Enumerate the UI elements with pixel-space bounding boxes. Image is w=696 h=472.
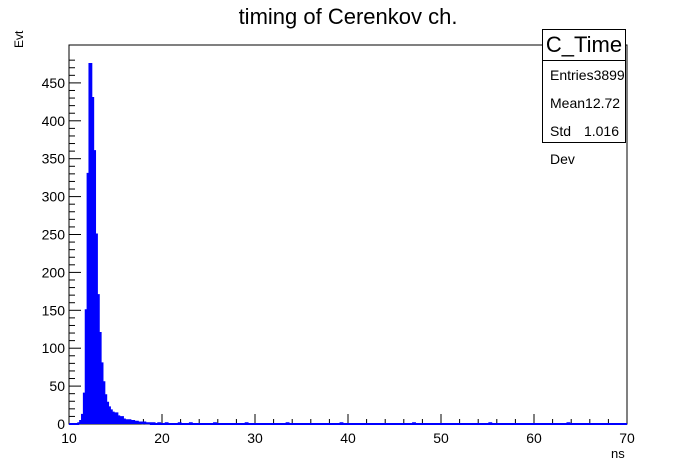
stats-std-label: Std Dev <box>550 123 575 167</box>
histogram-bin <box>413 423 415 424</box>
histogram-bin <box>110 410 112 424</box>
stats-std-value: 1.016 <box>583 123 619 139</box>
histogram-bin <box>99 333 101 424</box>
y-tick-label: 0 <box>57 416 65 432</box>
histogram-bin <box>117 416 119 424</box>
x-tick-label: 10 <box>61 430 77 446</box>
stats-row-entries: Entries 3899 <box>543 61 625 89</box>
stats-title: C_Time <box>543 30 625 61</box>
y-tick-label: 250 <box>42 227 66 243</box>
histogram-bin <box>116 413 118 424</box>
histogram-bin <box>567 423 569 424</box>
histogram-bin <box>80 421 82 424</box>
histogram-bin <box>95 235 97 425</box>
histogram-bin <box>134 422 136 424</box>
histogram-bin <box>142 423 144 424</box>
x-axis-label: ns <box>611 446 625 461</box>
y-tick-label: 50 <box>49 378 65 394</box>
y-tick-label: 450 <box>42 75 66 91</box>
histogram-bin <box>127 421 129 424</box>
histogram-bin <box>341 423 343 424</box>
stats-entries-label: Entries <box>550 67 594 83</box>
histogram-bin <box>190 423 192 424</box>
histogram-bin <box>104 395 106 424</box>
histogram-bin <box>89 64 91 424</box>
histogram-bin <box>145 423 147 424</box>
histogram-bin <box>101 363 103 424</box>
histogram-bin <box>153 423 155 424</box>
y-tick-label: 200 <box>42 264 66 280</box>
histogram-bin <box>166 423 168 424</box>
stats-mean-label: Mean <box>550 95 586 111</box>
histogram-bin <box>121 417 123 424</box>
x-tick-label: 50 <box>433 430 449 446</box>
histogram-bin <box>147 423 149 424</box>
x-tick-label: 60 <box>526 430 542 446</box>
histogram-bin <box>84 394 86 424</box>
histogram-bin <box>112 413 114 424</box>
x-tick-label: 30 <box>247 430 263 446</box>
histogram-bin <box>82 415 84 424</box>
histogram-line <box>69 62 627 425</box>
y-axis-label: Evt <box>12 30 26 48</box>
stats-row-mean: Mean 12.72 <box>543 89 625 117</box>
histogram-bin <box>125 420 127 424</box>
histogram-bin <box>149 423 151 424</box>
histogram-bin <box>179 423 181 424</box>
y-tick-label: 100 <box>42 340 66 356</box>
histogram-bin <box>119 418 121 424</box>
y-tick-label: 300 <box>42 189 66 205</box>
histogram-bin <box>114 415 116 424</box>
stats-row-std: Std Dev 1.016 <box>543 117 625 167</box>
histogram-bin <box>102 382 104 424</box>
stats-mean-value: 12.72 <box>585 95 621 111</box>
histogram-bin <box>93 151 95 424</box>
histogram-bin <box>132 421 134 424</box>
stats-box: C_Time Entries 3899 Mean 12.72 Std Dev 1… <box>542 29 626 167</box>
histogram-bin <box>78 423 80 424</box>
histogram-bin <box>86 310 88 424</box>
histogram-bin <box>106 403 108 424</box>
histogram-bin <box>130 422 132 424</box>
histogram-bin <box>140 422 142 424</box>
histogram-bin <box>129 420 131 424</box>
histogram-bin <box>91 98 93 424</box>
histogram-bin <box>143 422 145 424</box>
histogram-bin <box>138 422 140 424</box>
x-tick-label: 40 <box>340 430 356 446</box>
y-tick-label: 150 <box>42 302 66 318</box>
histogram-bin <box>246 423 248 424</box>
histogram-bin <box>123 419 125 424</box>
x-tick-label: 20 <box>154 430 170 446</box>
histogram-bin <box>287 423 289 424</box>
stats-entries-value: 3899 <box>593 67 625 83</box>
x-tick-label: 70 <box>619 430 635 446</box>
histogram-bin <box>489 423 491 424</box>
histogram-bin <box>88 174 90 424</box>
y-tick-label: 400 <box>42 113 66 129</box>
histogram-bin <box>136 422 138 424</box>
histogram-bin <box>158 423 160 424</box>
histogram-bin <box>214 423 216 424</box>
chart-title: timing of Cerenkov ch. <box>238 4 458 29</box>
histogram-bin <box>108 407 110 424</box>
histogram-bin <box>97 295 99 424</box>
y-tick-label: 350 <box>42 151 66 167</box>
